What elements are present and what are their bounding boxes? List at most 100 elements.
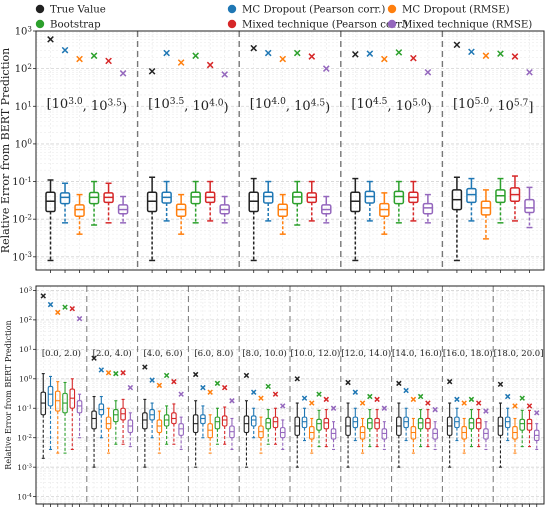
group-label: [103.0, 103.5): [47, 97, 127, 116]
legend-marker: [387, 19, 397, 29]
y-tick-label: 10-3: [12, 250, 32, 263]
group-label: [104.5, 105.0): [351, 97, 431, 116]
legend: True Value MC Dropout (Pearson corr.) MC D…: [35, 4, 532, 31]
mean-marker: [40, 293, 46, 299]
mean-marker: [178, 391, 184, 397]
mean-marker: [91, 355, 97, 361]
mean-marker: [163, 372, 170, 379]
mean-marker: [526, 403, 533, 409]
mean-marker: [352, 389, 359, 395]
y-tick-label: 101: [19, 345, 32, 354]
box: [352, 416, 359, 429]
group-label: [14.0, 16.0): [392, 348, 442, 359]
mean-marker: [62, 304, 68, 310]
y-tick-label: 102: [19, 316, 32, 325]
box: [105, 416, 112, 430]
mean-marker: [265, 383, 271, 390]
mean-marker: [381, 405, 388, 411]
mean-marker: [425, 400, 431, 406]
group-label: [18.0, 20.0]: [494, 349, 544, 359]
legend-marker: [227, 4, 237, 14]
legend-marker: [35, 19, 45, 29]
mean-marker: [374, 396, 380, 403]
mean-marker: [424, 68, 432, 76]
mean-marker: [432, 406, 438, 413]
mean-marker: [519, 395, 525, 401]
mean-marker: [454, 396, 460, 403]
mean-marker: [279, 55, 287, 63]
mean-marker: [323, 396, 330, 403]
y-tick-label: 10-1: [17, 404, 32, 413]
box: [475, 417, 482, 430]
mean-marker: [90, 52, 98, 60]
box: [504, 416, 511, 429]
legend-label: Mixed technique (Pearson corr.): [242, 19, 408, 31]
mean-marker: [250, 389, 257, 395]
mean-marker: [200, 384, 206, 391]
y-tick-label: 10-1: [12, 175, 32, 188]
box: [91, 410, 97, 430]
box: [214, 416, 221, 430]
mean-marker: [120, 370, 126, 376]
y-tick-label: 101: [15, 100, 32, 113]
group-label: [12.0, 14.0): [341, 348, 391, 359]
y-tick-label: 10-4: [17, 492, 32, 501]
mean-marker: [526, 68, 533, 76]
mean-marker: [221, 71, 229, 78]
axes-frame: [35, 285, 545, 505]
box: [466, 187, 477, 204]
mean-marker: [461, 400, 467, 406]
box: [262, 191, 274, 204]
group-label: [104.0, 104.5): [250, 97, 330, 116]
mean-marker: [410, 396, 417, 403]
mean-marker: [483, 408, 489, 414]
box: [76, 400, 83, 414]
mean-marker: [381, 55, 388, 63]
mean-marker: [61, 46, 69, 54]
group-label: [2.0, 4.0): [93, 348, 132, 359]
box: [265, 417, 272, 430]
mean-marker: [403, 387, 409, 394]
mean-marker: [55, 309, 61, 316]
mean-marker: [142, 364, 148, 370]
box: [454, 416, 460, 429]
mean-marker: [127, 384, 134, 391]
mean-marker: [207, 389, 213, 395]
box: [403, 416, 409, 429]
group-label: [8.0, 10.0): [242, 348, 286, 359]
box: [59, 192, 71, 205]
box: [422, 202, 434, 215]
box: [221, 415, 228, 427]
group-label: [105.0, 105.7]: [453, 97, 533, 116]
mean-marker: [76, 55, 83, 63]
box: [425, 417, 431, 430]
group-label: [6.0, 8.0): [194, 348, 233, 359]
mean-marker: [280, 403, 286, 409]
group-label: [10.0, 12.0): [290, 348, 340, 359]
box: [374, 417, 380, 430]
mean-marker: [367, 393, 373, 400]
y-tick-label: 100: [19, 374, 33, 383]
mean-marker: [192, 371, 199, 378]
y-tick-label: 102: [15, 62, 32, 75]
mean-marker: [475, 400, 482, 406]
mean-marker: [148, 67, 156, 75]
box: [526, 418, 533, 431]
mean-marker: [482, 52, 490, 60]
mean-marker: [345, 379, 351, 386]
legend-marker: [227, 19, 237, 29]
box: [524, 198, 535, 214]
legend-marker: [35, 4, 45, 14]
group-label: [16.0, 18.0): [443, 348, 493, 359]
box: [272, 416, 279, 429]
mean-marker: [351, 50, 359, 58]
legend-label: Mixed technique (RMSE): [402, 19, 532, 31]
box: [113, 409, 119, 423]
group-label: [4.0, 6.0): [143, 348, 182, 359]
mean-marker: [395, 49, 403, 56]
box: [250, 415, 257, 427]
legend-label: Bootstrap: [50, 20, 101, 31]
mean-marker: [511, 53, 519, 60]
mean-marker: [446, 378, 453, 385]
